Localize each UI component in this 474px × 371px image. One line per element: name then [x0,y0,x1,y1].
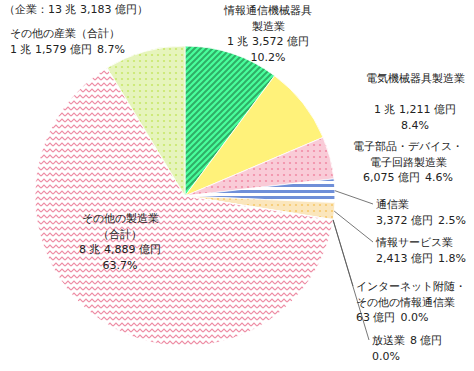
label-part: 2.5% [438,214,466,227]
leader-line [334,211,373,242]
label-part: 製造業 [252,20,285,33]
label-part: 8 億円 [410,334,443,347]
label-part: 3,372 億円 [376,214,433,227]
data-label: その他の製造業 [82,212,159,225]
data-label: 6,075 億円 4.6% [363,171,453,184]
data-label: 情報通信機械器具 [223,4,312,17]
data-label: その他の情報通信業 [356,296,455,309]
labels: 情報通信機械器具製造業 1 兆 3,572 億円 10.2% 電気機械器具製造業 1 兆… [0,0,466,363]
data-label: 8 兆 4,889 億円 [79,243,161,256]
label-part: 10.2% [251,51,286,64]
data-label: 1 兆 1,211 億円 [374,103,456,116]
data-label: 1 兆 3,572 億円 [227,35,309,48]
chart-container: （企業：13 兆 3,183 億円） 情報通信機械器具製造業 1 兆 3,572 億… [0,0,474,371]
data-label: その他の産業（合計） [10,27,120,40]
label-part: その他の産業（合計） [10,27,120,40]
label-part: 電子部品・デバイス・ [353,140,463,153]
data-label: 0.0% [372,350,400,363]
data-label: 電子回路製造業 [370,156,447,169]
data-label: 8.4% [401,119,429,132]
label-part: 8.4% [401,119,429,132]
label-part: 電気機械器具製造業 [366,72,465,85]
label-part: その他の製造業 [82,212,159,225]
label-part: インターネット附随・ [356,280,466,293]
label-part: 情報サービス業 [375,236,453,249]
label-part: （合計） [98,228,142,241]
pie-slice [107,46,185,196]
data-label: 情報サービス業 [375,236,453,249]
data-label: インターネット附随・ [356,280,466,293]
label-part: 1 兆 1,579 億円 [10,43,92,56]
leader-line [333,220,369,340]
data-label: 電子部品・デバイス・ [353,140,463,153]
label-part: 0.0% [372,350,400,363]
data-label: 1 兆 1,579 億円 8.7% [10,43,125,56]
label-part: その他の情報通信業 [356,296,455,309]
data-label: 63.7% [103,259,138,272]
data-label: 10.2% [251,51,286,64]
title: （企業：13 兆 3,183 億円） [4,3,148,16]
data-label: 放送業 8 億円 [372,334,443,347]
label-part: 63.7% [103,259,138,272]
data-label: 通信業 [376,198,409,211]
data-label: 63 億円0.0% [356,311,428,324]
label-part: 1 兆 1,211 億円 [374,103,456,116]
data-label: 製造業 [252,20,285,33]
label-part: 電子回路製造業 [370,156,447,169]
label-part: 2,413 億円 [376,252,433,265]
leader-line [335,191,373,204]
label-part: 0.0% [401,311,429,324]
data-label: 電気機械器具製造業 [366,72,465,85]
data-label: 3,372 億円 2.5% [376,214,466,227]
pie [35,46,335,346]
label-part: 放送業 [372,334,405,347]
data-label: （合計） [98,228,142,241]
label-part: 4.6% [425,171,453,184]
label-part: 通信業 [376,198,409,211]
label-part: 1 兆 3,572 億円 [227,35,309,48]
data-label: 2,413 億円 1.8% [376,252,466,265]
label-part: 6,075 億円 [363,171,420,184]
label-part: 8 兆 4,889 億円 [79,243,161,256]
label-part: 1.8% [438,252,466,265]
label-part: 情報通信機械器具 [223,4,312,17]
label-part: 8.7% [97,43,125,56]
chart-svg: （企業：13 兆 3,183 億円） 情報通信機械器具製造業 1 兆 3,572 億… [0,0,474,371]
